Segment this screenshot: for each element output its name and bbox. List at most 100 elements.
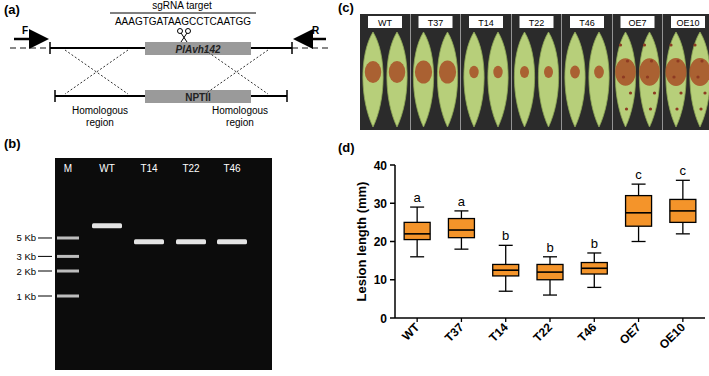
genome-end <box>49 42 51 54</box>
leaf-label-box <box>671 16 705 28</box>
lesion-spot <box>646 75 649 78</box>
whisker-low <box>416 240 417 257</box>
whisker-high <box>549 257 550 265</box>
x-tick-label: T22 <box>531 320 556 345</box>
genome-dashed <box>10 47 50 49</box>
median-line <box>448 229 474 231</box>
leaf-photo <box>461 14 511 130</box>
lesion <box>544 66 553 78</box>
whisker-cap-low <box>410 256 424 257</box>
sgrna-sequence: AAAGTGATAAGCCTCAATGG <box>115 16 251 27</box>
median-line <box>626 212 652 214</box>
leaf-photo <box>663 14 709 130</box>
lesion <box>520 66 529 78</box>
y-axis-label: Lesion length (mm) <box>354 182 369 302</box>
box <box>404 222 430 239</box>
sample-label: T46 <box>579 18 595 28</box>
x-tick <box>638 318 639 322</box>
significance-letter: b <box>502 228 509 243</box>
whisker-cap-high <box>587 252 601 253</box>
sample-label: T22 <box>529 18 545 28</box>
leaf-photo <box>512 14 562 130</box>
lesion-spot <box>672 75 675 78</box>
marker-label: NPTII <box>185 92 211 103</box>
leaf-photo <box>613 14 663 130</box>
lesion-spot <box>675 107 678 110</box>
median-line <box>493 269 519 271</box>
lesion-spot <box>650 59 653 62</box>
leaf-label-box <box>520 16 554 28</box>
lesion-spot <box>679 91 682 94</box>
lesion-spot <box>676 59 679 62</box>
leaf-label-box <box>469 16 503 28</box>
ladder-band <box>57 295 79 298</box>
crossover <box>65 50 128 94</box>
leaf-label-box <box>621 16 655 28</box>
whisker-cap-high <box>676 180 690 181</box>
lesion-spot <box>625 107 628 110</box>
box <box>626 196 652 227</box>
boxes <box>404 180 696 295</box>
whisker-low <box>461 238 462 249</box>
leaf <box>666 32 686 127</box>
ladder-label: 2 Kb <box>16 266 36 277</box>
x-tick-label: WT <box>399 320 423 344</box>
lesion-spot <box>703 91 706 94</box>
whisker-cap-low <box>632 241 646 242</box>
lesion-spot <box>619 43 622 46</box>
whisker-cap-low <box>499 291 513 292</box>
crossover <box>205 50 268 94</box>
lesion <box>439 61 456 84</box>
lesion <box>365 61 382 83</box>
ladder-band <box>57 255 79 258</box>
y-tick-label: 30 <box>374 197 388 211</box>
whisker-low <box>638 226 639 241</box>
homologous-label: Homologousregion <box>72 105 128 128</box>
lane-label: T22 <box>182 163 200 174</box>
leaf <box>437 32 457 127</box>
donor-end <box>54 90 56 102</box>
gene-label: PlAvh142 <box>175 44 220 55</box>
ladder-label: 3 Kb <box>16 251 36 262</box>
leaf <box>690 32 709 127</box>
x-tick-label: OE10 <box>656 320 688 352</box>
significance-letter: b <box>546 240 553 255</box>
lesion <box>690 58 709 86</box>
scissors <box>181 33 187 42</box>
box <box>493 264 519 275</box>
gel-band <box>134 239 164 244</box>
whisker-high <box>461 211 462 219</box>
leaf <box>538 32 558 127</box>
significance-letter: c <box>635 167 642 182</box>
lesion-spot <box>700 59 703 62</box>
sgrna-bar <box>110 13 256 14</box>
x-tick <box>505 318 506 322</box>
whisker-cap-low <box>543 294 557 295</box>
y-tick <box>390 279 395 281</box>
figure: (a) sgRNA target AAAGTGATAAGCCTCAATGG PlAvh… <box>0 0 709 376</box>
ladder-tick <box>38 271 52 272</box>
significance-letter: c <box>680 163 687 178</box>
sample-label: T14 <box>478 18 494 28</box>
y-tick-label: 40 <box>374 159 388 173</box>
sgrna-label: sgRNA target <box>152 0 212 11</box>
leaf-photo <box>562 14 612 130</box>
x-tick-label: T46 <box>575 320 600 345</box>
leaf-label-box <box>570 16 604 28</box>
scissors <box>181 33 187 42</box>
median-line <box>670 210 696 212</box>
x-tick <box>461 318 462 322</box>
panel-label: (c) <box>338 0 354 15</box>
leaf <box>464 32 484 127</box>
ladder-band <box>57 236 79 239</box>
median-line <box>404 233 430 235</box>
sample-label: OE7 <box>628 18 646 28</box>
significance-letter: a <box>414 190 422 205</box>
whisker-cap-high <box>543 256 557 257</box>
x-tick <box>682 318 683 322</box>
lesion <box>594 66 604 79</box>
panel-label: (a) <box>4 2 20 17</box>
donor-end <box>286 90 288 102</box>
whisker-cap-high <box>632 183 646 184</box>
crossover <box>205 50 268 94</box>
